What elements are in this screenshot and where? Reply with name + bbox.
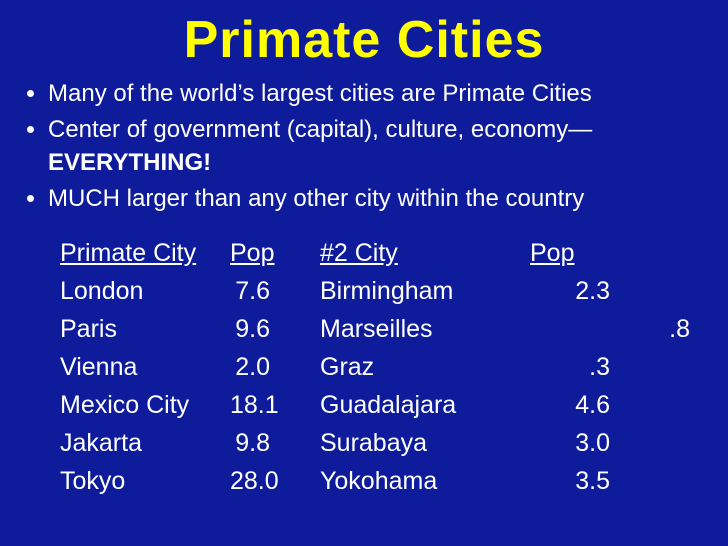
table-row: London 7.6 Birmingham 2.3 bbox=[60, 272, 708, 310]
cell-pop-2: .3 bbox=[530, 348, 610, 386]
cell-pop-1: 7.6 bbox=[230, 272, 320, 310]
cell-pop-1: 18.1 bbox=[230, 386, 320, 424]
cities-table: Primate City Pop #2 City Pop London 7.6 … bbox=[20, 234, 708, 500]
cell-second-city: Yokohama bbox=[320, 462, 530, 500]
cell-second-city: Surabaya bbox=[320, 424, 530, 462]
cell-primate-city: Tokyo bbox=[60, 462, 230, 500]
header-second-city: #2 City bbox=[320, 234, 530, 272]
slide-title: Primate Cities bbox=[20, 10, 708, 70]
table-header-row: Primate City Pop #2 City Pop bbox=[60, 234, 708, 272]
table-row: Vienna 2.0 Graz .3 bbox=[60, 348, 708, 386]
cell-primate-city: London bbox=[60, 272, 230, 310]
bullet-item: Center of government (capital), culture,… bbox=[48, 114, 708, 179]
table-row: Jakarta 9.8 Surabaya 3.0 bbox=[60, 424, 708, 462]
bullet-item: MUCH larger than any other city within t… bbox=[48, 183, 708, 215]
bullet-text: Center of government (capital), culture,… bbox=[48, 116, 592, 143]
header-pop-1: Pop bbox=[230, 234, 320, 272]
bullet-emphasis: EVERYTHING! bbox=[48, 149, 211, 176]
cell-primate-city: Paris bbox=[60, 310, 230, 348]
cell-pop-1: 2.0 bbox=[230, 348, 320, 386]
cell-pop-2: 2.3 bbox=[530, 272, 610, 310]
table-row: Mexico City 18.1 Guadalajara 4.6 bbox=[60, 386, 708, 424]
cell-second-city: Graz bbox=[320, 348, 530, 386]
header-primate-city: Primate City bbox=[60, 234, 230, 272]
cell-primate-city: Mexico City bbox=[60, 386, 230, 424]
cell-pop-1: 9.6 bbox=[230, 310, 320, 348]
slide: Primate Cities Many of the world’s large… bbox=[0, 0, 728, 546]
cell-pop-1: 28.0 bbox=[230, 462, 320, 500]
cell-pop-2: 3.0 bbox=[530, 424, 610, 462]
cell-pop-2: 3.5 bbox=[530, 462, 610, 500]
bullet-list: Many of the world’s largest cities are P… bbox=[20, 78, 708, 216]
cell-pop-1: 9.8 bbox=[230, 424, 320, 462]
cell-second-city: Marseilles bbox=[320, 310, 530, 348]
cell-primate-city: Vienna bbox=[60, 348, 230, 386]
header-pop-2: Pop bbox=[530, 234, 610, 272]
table-row: Tokyo 28.0 Yokohama 3.5 bbox=[60, 462, 708, 500]
cell-primate-city: Jakarta bbox=[60, 424, 230, 462]
cell-pop-2: 4.6 bbox=[530, 386, 610, 424]
cell-pop-2: .8 bbox=[530, 310, 690, 348]
table-row: Paris 9.6 Marseilles .8 bbox=[60, 310, 708, 348]
bullet-item: Many of the world’s largest cities are P… bbox=[48, 78, 708, 110]
cell-second-city: Birmingham bbox=[320, 272, 530, 310]
cell-second-city: Guadalajara bbox=[320, 386, 530, 424]
